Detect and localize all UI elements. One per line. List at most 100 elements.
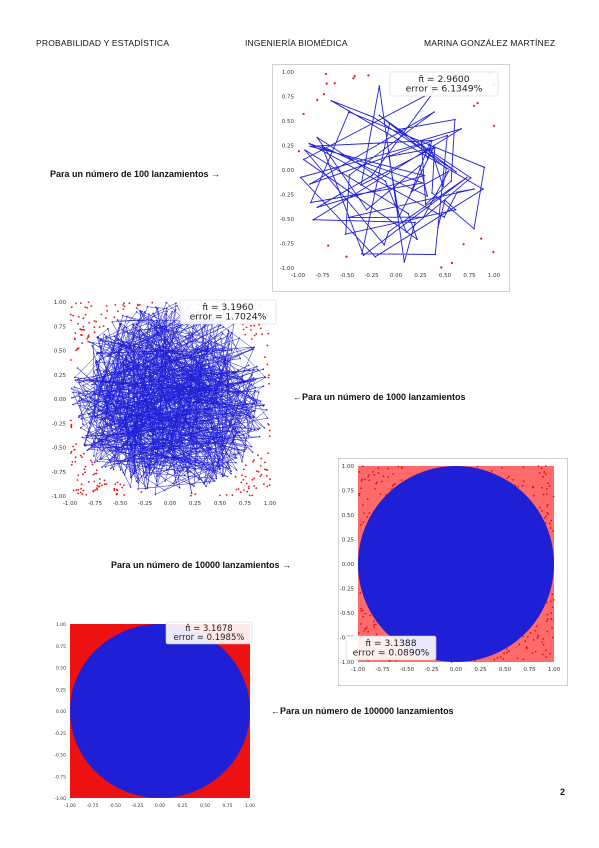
inside-point: [209, 390, 211, 392]
outside-point: [363, 630, 365, 632]
inside-point: [148, 467, 151, 470]
inside-point: [304, 149, 306, 151]
outside-point: [368, 474, 370, 476]
inside-point: [243, 450, 246, 453]
inside-point: [213, 460, 215, 462]
inside-point: [226, 371, 229, 374]
outside-point: [367, 498, 369, 500]
outside-point: [325, 82, 328, 85]
inside-point: [148, 356, 151, 358]
inside-point: [466, 176, 468, 179]
outside-point: [90, 305, 93, 307]
inside-point: [144, 399, 146, 402]
inside-point: [189, 422, 191, 424]
inside-point: [136, 392, 138, 394]
inside-point: [170, 361, 173, 364]
x-tick-label: 0.75: [523, 667, 536, 673]
outside-point: [71, 461, 74, 463]
inside-point: [175, 358, 177, 361]
outside-point: [121, 486, 124, 489]
inside-point: [161, 428, 164, 431]
inside-point: [252, 348, 254, 350]
inside-point: [103, 433, 106, 436]
outside-point: [367, 631, 369, 633]
inside-point: [116, 319, 119, 321]
inside-point: [228, 370, 231, 372]
outside-point: [83, 468, 86, 470]
inside-point: [96, 460, 98, 462]
outside-point: [98, 485, 100, 488]
inside-point: [123, 368, 125, 370]
outside-point: [537, 634, 539, 636]
page-number: 2: [559, 787, 565, 797]
legend-error: error = 0.0890%: [353, 648, 430, 659]
x-tick-label: 0.00: [164, 501, 177, 507]
inside-point: [93, 408, 95, 410]
outside-point: [92, 490, 95, 493]
inside-point: [210, 340, 213, 343]
inside-point: [128, 377, 130, 380]
inside-point: [141, 433, 144, 435]
inside-point: [105, 437, 107, 440]
inside-point: [166, 338, 169, 341]
inside-point: [188, 427, 191, 430]
inside-point: [128, 438, 130, 441]
inside-point: [203, 370, 205, 373]
outside-point: [194, 493, 197, 496]
inside-point: [170, 464, 172, 467]
outside-point: [385, 494, 387, 496]
inside-point: [170, 326, 172, 329]
outside-point: [94, 472, 96, 475]
inside-point: [83, 444, 86, 446]
inside-point: [247, 364, 250, 367]
x-tick-label: -0.50: [113, 501, 128, 507]
inside-point: [180, 324, 182, 326]
caption-100-launches: Para un número de 100 lanzamientos →: [50, 169, 221, 179]
inside-point: [302, 158, 305, 161]
inside-point: [104, 423, 107, 426]
inside-point: [89, 397, 92, 400]
outside-point: [506, 477, 508, 480]
outside-point: [72, 489, 75, 492]
inside-point: [155, 461, 157, 463]
plot-1000-launches: -1.00 -0.75 -0.50 -0.25 0.00 0.25 0.50 0.75 1.00…: [48, 296, 284, 518]
inside-point: [101, 418, 103, 421]
outside-point: [358, 632, 360, 634]
x-tick-label: 0.50: [439, 273, 452, 279]
inside-point: [152, 408, 155, 411]
inside-point: [424, 203, 427, 206]
inside-point: [159, 463, 161, 466]
inside-point: [228, 467, 231, 469]
outside-point: [70, 306, 73, 309]
plot-100000-launches: -1.00 -0.75 -0.50 -0.25 0.00 0.25 0.50 0.75 1.00…: [48, 620, 260, 820]
inside-point: [183, 427, 185, 429]
inside-point: [129, 347, 132, 349]
outside-point: [373, 474, 375, 476]
inside-point: [454, 209, 457, 211]
inside-point: [156, 330, 159, 333]
inside-point: [146, 474, 148, 477]
y-tick-label: 0.50: [282, 119, 295, 125]
y-tick-label: -0.75: [280, 242, 295, 248]
inside-point: [482, 188, 484, 190]
inside-point: [103, 406, 105, 408]
inside-point: [163, 465, 165, 468]
outside-point: [389, 659, 391, 662]
outside-point: [552, 496, 555, 498]
outside-point: [264, 356, 266, 358]
x-tick-label: -1.00: [64, 803, 76, 809]
inside-point: [251, 451, 254, 453]
inside-point: [255, 402, 258, 404]
inside-point: [235, 462, 237, 464]
inside-point: [130, 450, 133, 453]
inside-point: [384, 180, 387, 182]
outside-point: [260, 457, 263, 460]
inside-point: [378, 114, 381, 117]
inside-point: [225, 363, 228, 365]
inside-point: [192, 333, 194, 336]
inside-point: [423, 174, 425, 177]
inside-point: [206, 358, 209, 361]
outside-point: [506, 648, 508, 650]
outside-point: [70, 463, 73, 466]
inside-point: [94, 415, 97, 418]
